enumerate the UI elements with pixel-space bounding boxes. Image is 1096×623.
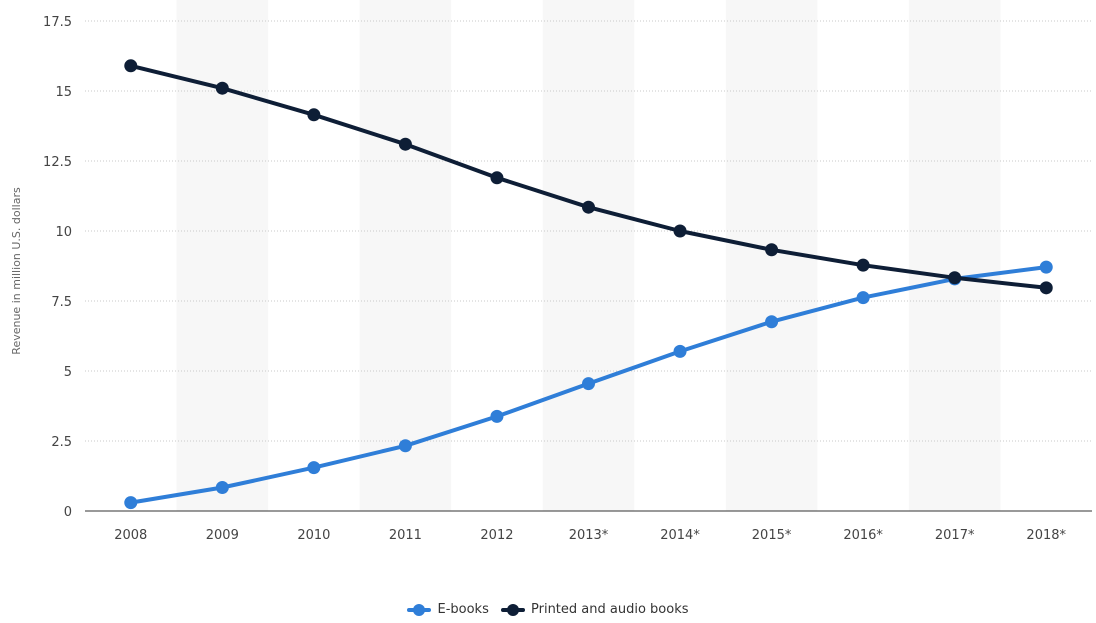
column-band xyxy=(542,0,635,511)
column-band xyxy=(176,0,269,511)
data-point-ebooks[interactable] xyxy=(124,496,138,510)
data-point-ebooks[interactable] xyxy=(398,439,412,453)
x-tick-label: 2012 xyxy=(480,528,513,543)
data-point-printed-audio[interactable] xyxy=(765,243,779,257)
data-point-printed-audio[interactable] xyxy=(1039,281,1053,295)
x-axis-ticks: 2008 2009 2010 2011 2012 2013* 2014* 2015* 2016*… xyxy=(114,528,1066,543)
x-tick-label: 2017* xyxy=(935,528,975,543)
legend-swatch-printed-audio xyxy=(501,603,525,616)
data-point-printed-audio[interactable] xyxy=(673,224,687,238)
series-layer xyxy=(124,59,1053,510)
y-axis-title: Revenue in million U.S. dollars xyxy=(10,187,23,355)
data-point-printed-audio[interactable] xyxy=(215,81,229,95)
data-point-ebooks[interactable] xyxy=(215,480,229,494)
y-tick-label: 5 xyxy=(64,365,72,380)
legend-item-printed-audio[interactable]: Printed and audio books xyxy=(501,602,689,617)
column-band xyxy=(908,0,1001,511)
x-tick-label: 2015* xyxy=(752,528,792,543)
data-point-ebooks[interactable] xyxy=(673,344,687,358)
data-point-ebooks[interactable] xyxy=(307,461,321,475)
data-point-ebooks[interactable] xyxy=(582,377,595,391)
data-point-printed-audio[interactable] xyxy=(307,108,321,122)
data-point-printed-audio[interactable] xyxy=(490,171,504,185)
data-point-ebooks[interactable] xyxy=(1039,260,1053,274)
x-tick-label: 2013* xyxy=(569,528,609,543)
x-tick-label: 2011 xyxy=(389,528,422,543)
data-point-printed-audio[interactable] xyxy=(398,137,412,151)
y-tick-label: 2.5 xyxy=(51,435,72,450)
x-tick-label: 2008 xyxy=(114,528,147,543)
data-point-ebooks[interactable] xyxy=(856,291,870,305)
y-tick-label: 0 xyxy=(64,505,72,520)
series-printed-audio xyxy=(124,59,1053,295)
alternating-column-bands xyxy=(176,0,1001,511)
data-point-printed-audio[interactable] xyxy=(582,200,595,214)
legend: E-books Printed and audio books xyxy=(0,602,1096,620)
legend-label-ebooks: E-books xyxy=(437,602,489,617)
x-tick-label: 2018* xyxy=(1026,528,1066,543)
y-tick-label: 7.5 xyxy=(51,295,72,310)
y-tick-label: 12.5 xyxy=(43,155,72,170)
y-axis-ticks: 0 2.5 5 7.5 10 12.5 15 17.5 xyxy=(43,15,72,520)
y-tick-label: 10 xyxy=(55,225,72,240)
legend-label-printed-audio: Printed and audio books xyxy=(531,602,689,617)
y-tick-label: 15 xyxy=(55,85,72,100)
data-point-printed-audio[interactable] xyxy=(948,271,962,285)
data-point-ebooks[interactable] xyxy=(765,315,779,329)
x-tick-label: 2016* xyxy=(843,528,883,543)
data-point-ebooks[interactable] xyxy=(490,409,504,423)
x-tick-label: 2014* xyxy=(660,528,700,543)
data-point-printed-audio[interactable] xyxy=(124,59,138,73)
column-band xyxy=(359,0,452,511)
x-tick-label: 2010 xyxy=(297,528,330,543)
x-tick-label: 2009 xyxy=(206,528,239,543)
legend-swatch-ebooks xyxy=(407,603,432,616)
y-tick-label: 17.5 xyxy=(43,15,72,30)
line-chart: 0 2.5 5 7.5 10 12.5 15 17.5 2008 2009 2010 2011 201… xyxy=(10,0,1092,543)
legend-item-ebooks[interactable]: E-books xyxy=(407,602,489,617)
data-point-printed-audio[interactable] xyxy=(856,258,870,272)
